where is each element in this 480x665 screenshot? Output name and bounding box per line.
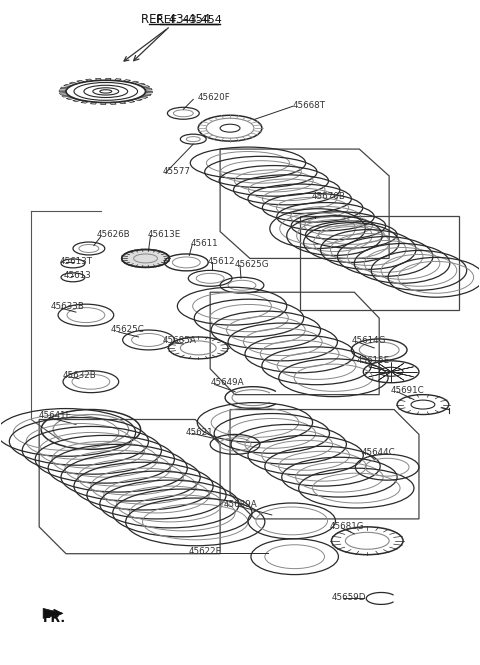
Polygon shape [131,81,139,84]
Text: 45620F: 45620F [197,93,230,102]
Text: 45691C: 45691C [391,386,425,395]
Text: 45613: 45613 [64,271,92,280]
Text: REF. 43-454: REF. 43-454 [141,13,210,27]
Polygon shape [123,80,131,82]
Text: 45613E: 45613E [147,230,181,239]
Text: REF. 43-454: REF. 43-454 [156,15,222,25]
Polygon shape [137,83,145,86]
Polygon shape [77,80,84,82]
Polygon shape [106,78,111,80]
Polygon shape [85,79,93,81]
Text: 45670B: 45670B [312,192,346,201]
Text: 45621: 45621 [185,428,213,437]
Text: 45626B: 45626B [97,230,131,239]
Polygon shape [369,372,391,377]
Text: 45681G: 45681G [329,523,364,531]
Text: 45625G: 45625G [235,260,270,269]
Polygon shape [73,99,81,102]
Polygon shape [378,372,391,380]
Polygon shape [64,84,72,86]
Text: 45577: 45577 [162,168,191,176]
Polygon shape [369,367,391,372]
Polygon shape [142,86,150,88]
Text: 45622E: 45622E [188,547,221,556]
Polygon shape [391,367,413,372]
Polygon shape [59,90,66,91]
Text: 45641E: 45641E [38,411,72,420]
Text: 45633B: 45633B [51,302,85,311]
Polygon shape [127,100,135,102]
Text: 45611: 45611 [190,239,218,248]
Polygon shape [378,363,391,372]
Text: 45612: 45612 [207,257,235,266]
Text: 45615E: 45615E [356,356,390,365]
Text: FR.: FR. [43,612,66,625]
Polygon shape [110,102,116,104]
Polygon shape [61,95,70,97]
Polygon shape [60,92,67,94]
Polygon shape [391,372,413,377]
Ellipse shape [122,249,169,267]
Text: 45685A: 45685A [162,336,196,345]
Text: 45668T: 45668T [293,101,326,110]
Polygon shape [140,96,148,98]
Text: 45625C: 45625C [111,325,144,334]
Polygon shape [81,101,88,103]
Polygon shape [144,88,152,90]
Polygon shape [43,608,63,618]
Polygon shape [134,98,142,100]
Polygon shape [90,102,97,104]
Polygon shape [391,372,404,380]
Text: 45613T: 45613T [60,257,93,266]
Polygon shape [100,102,106,104]
Polygon shape [144,94,151,96]
Polygon shape [391,363,404,372]
Polygon shape [119,102,126,104]
Text: 45649A: 45649A [210,378,244,387]
Text: 45659D: 45659D [332,593,366,602]
Text: 45614G: 45614G [351,336,386,345]
Polygon shape [60,87,68,89]
Polygon shape [96,78,101,80]
Text: 45632B: 45632B [63,371,97,380]
Text: 45689A: 45689A [224,501,258,509]
Polygon shape [66,97,75,100]
Polygon shape [69,82,78,84]
Text: 45644C: 45644C [361,448,395,457]
Polygon shape [145,91,153,93]
Polygon shape [115,78,121,81]
